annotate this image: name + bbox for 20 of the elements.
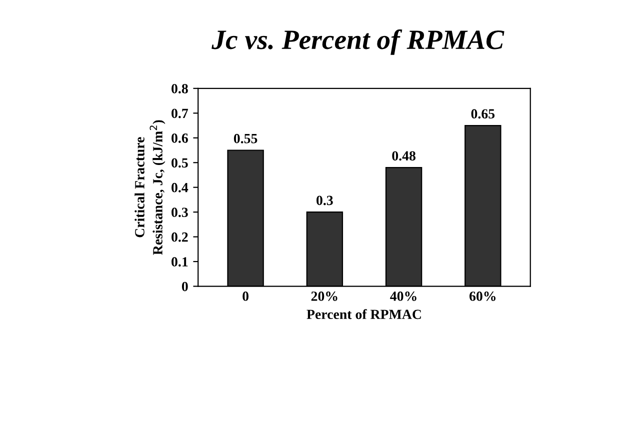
x-tick-label: 0 xyxy=(242,292,248,301)
y-tick-label: 0.5 xyxy=(172,158,188,168)
y-tick-label: 0.8 xyxy=(172,84,188,94)
chart-title: Jc vs. Percent of RPMAC xyxy=(212,29,504,55)
y-tick-label: 0.7 xyxy=(172,108,188,118)
y-tick-label: 0.4 xyxy=(172,182,188,192)
data-label: 0.48 xyxy=(392,151,416,161)
data-label: 0.65 xyxy=(471,109,495,119)
x-tick-label: 60% xyxy=(469,292,496,301)
x-tick-label: 20% xyxy=(311,292,338,301)
y-tick-label: 0.1 xyxy=(172,257,188,267)
x-tick-label: 40% xyxy=(390,292,416,301)
y-tick-label: 0.2 xyxy=(172,232,188,242)
y-tick-label: 0.3 xyxy=(172,208,188,218)
x-axis-title: Percent of RPMAC xyxy=(306,309,421,320)
y-tick-label: 0.6 xyxy=(172,133,188,143)
data-label: 0.55 xyxy=(234,134,258,144)
y-axis-title: Critical Fracture Resistance, Jc, (kJ/m$^{2}$) xyxy=(134,120,166,255)
data-label: 0.3 xyxy=(316,196,333,206)
y-tick-label: 0 xyxy=(182,282,188,292)
